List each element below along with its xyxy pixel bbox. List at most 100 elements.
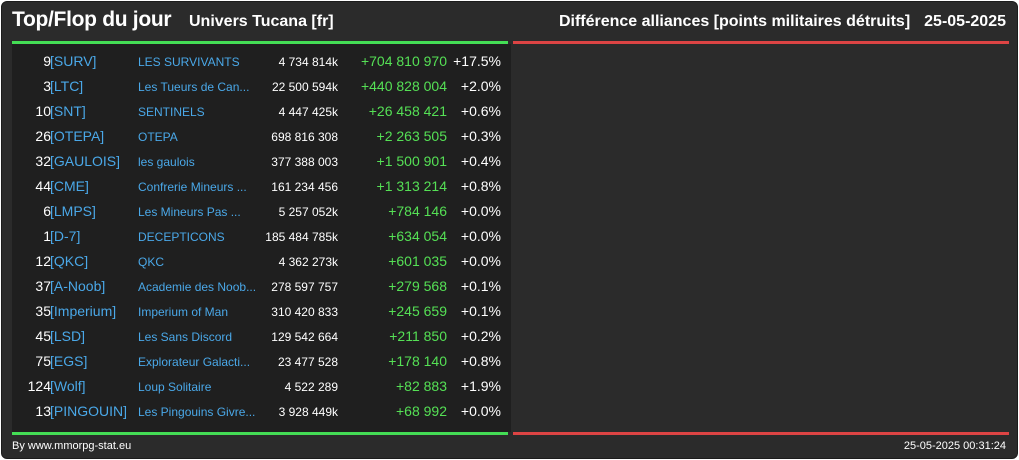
alliance-name[interactable]: OTEPA bbox=[138, 130, 178, 144]
table-row: 9 [SURV] LES SURVIVANTS 4 734 814k +704 810 … bbox=[12, 49, 511, 74]
alliance-points: 22 500 594k bbox=[271, 80, 338, 94]
points-delta: +68 992 bbox=[396, 403, 447, 419]
points-delta: +245 659 bbox=[388, 303, 447, 319]
percent-change: +0.1% bbox=[460, 303, 501, 319]
alliance-points: 4 522 289 bbox=[284, 380, 338, 394]
flop-panel bbox=[513, 44, 1009, 432]
alliance-tag[interactable]: [SNT] bbox=[50, 103, 86, 119]
table-row: 13 [PINGOUIN] Les Pingouins Givre... 3 928 … bbox=[12, 399, 511, 424]
table-row: 12 [QKC] QKC 4 362 273k +601 035 +0.0% bbox=[12, 249, 511, 274]
alliance-tag[interactable]: [LTC] bbox=[50, 78, 84, 94]
alliance-tag[interactable]: [A-Noob] bbox=[50, 278, 106, 294]
alliance-tag[interactable]: [LMPS] bbox=[50, 203, 96, 219]
alliance-name[interactable]: SENTINELS bbox=[138, 105, 205, 119]
percent-change: +17.5% bbox=[453, 53, 501, 69]
points-delta: +440 828 004 bbox=[360, 78, 447, 94]
points-delta: +82 883 bbox=[396, 378, 447, 394]
points-delta: +1 313 214 bbox=[376, 178, 447, 194]
points-delta: +1 500 901 bbox=[376, 153, 447, 169]
alliance-name[interactable]: Loup Solitaire bbox=[138, 380, 212, 394]
source-credit[interactable]: By www.mmorpg-stat.eu bbox=[12, 440, 132, 452]
alliance-rank: 45 bbox=[35, 328, 51, 344]
alliance-tag[interactable]: [QKC] bbox=[50, 253, 89, 269]
alliance-rank: 13 bbox=[35, 403, 51, 419]
alliance-points: 129 542 664 bbox=[271, 330, 338, 344]
points-delta: +2 263 505 bbox=[376, 128, 447, 144]
points-delta: +784 146 bbox=[388, 203, 447, 219]
points-delta: +704 810 970 bbox=[360, 53, 447, 69]
top-panel: 9 [SURV] LES SURVIVANTS 4 734 814k +704 810 … bbox=[12, 44, 511, 432]
percent-change: +0.3% bbox=[460, 128, 501, 144]
alliance-rank: 12 bbox=[35, 253, 51, 269]
alliance-points: 377 388 003 bbox=[271, 155, 338, 169]
header-right: Différence alliances [points militaires … bbox=[559, 13, 1006, 31]
table-row: 1 [D-7] DECEPTICONS 185 484 785k +634 054 +0.… bbox=[12, 224, 511, 249]
percent-change: +2.0% bbox=[460, 78, 501, 94]
alliance-rank: 35 bbox=[35, 303, 51, 319]
alliance-rank: 44 bbox=[35, 178, 51, 194]
alliance-name[interactable]: DECEPTICONS bbox=[138, 230, 225, 244]
percent-change: +0.2% bbox=[460, 328, 501, 344]
percent-change: +0.1% bbox=[460, 278, 501, 294]
percent-change: +0.4% bbox=[460, 153, 501, 169]
alliance-name[interactable]: Confrerie Mineurs ... bbox=[138, 180, 247, 194]
table-row: 26 [OTEPA] OTEPA 698 816 308 +2 263 505 +0.3% bbox=[12, 124, 511, 149]
table-row: 3 [LTC] Les Tueurs de Can... 22 500 594k +44… bbox=[12, 74, 511, 99]
alliance-tag[interactable]: [Imperium] bbox=[50, 303, 117, 319]
alliance-name[interactable]: QKC bbox=[138, 255, 165, 269]
table-row: 35 [Imperium] Imperium of Man 310 420 833 +2… bbox=[12, 299, 511, 324]
alliance-rank: 75 bbox=[35, 353, 51, 369]
alliance-name[interactable]: Imperium of Man bbox=[138, 305, 229, 319]
alliance-points: 698 816 308 bbox=[271, 130, 338, 144]
alliance-tag[interactable]: [EGS] bbox=[50, 353, 88, 369]
alliance-rank: 26 bbox=[35, 128, 51, 144]
top-list: 9 [SURV] LES SURVIVANTS 4 734 814k +704 810 … bbox=[12, 49, 511, 424]
points-delta: +211 850 bbox=[389, 328, 447, 344]
alliance-points: 4 734 814k bbox=[278, 55, 338, 69]
alliance-points: 161 234 456 bbox=[271, 180, 338, 194]
alliance-tag[interactable]: [OTEPA] bbox=[50, 128, 105, 144]
alliance-name[interactable]: Les Mineurs Pas ... bbox=[138, 205, 241, 219]
alliance-rank: 3 bbox=[43, 78, 51, 94]
table-row: 10 [SNT] SENTINELS 4 447 425k +26 458 421 +0.… bbox=[12, 99, 511, 124]
alliance-points: 3 928 449k bbox=[278, 405, 338, 419]
points-delta: +26 458 421 bbox=[368, 103, 447, 119]
alliance-tag[interactable]: [Wolf] bbox=[50, 378, 86, 394]
alliance-points: 278 597 757 bbox=[271, 280, 338, 294]
percent-change: +0.0% bbox=[460, 203, 501, 219]
alliance-name[interactable]: LES SURVIVANTS bbox=[138, 55, 240, 69]
alliance-points: 310 420 833 bbox=[271, 305, 338, 319]
percent-change: +0.0% bbox=[460, 403, 501, 419]
alliance-tag[interactable]: [SURV] bbox=[50, 53, 97, 69]
alliance-name[interactable]: Les Sans Discord bbox=[138, 330, 233, 344]
percent-change: +0.0% bbox=[460, 228, 501, 244]
table-row: 37 [A-Noob] Academie des Noob... 278 597 75… bbox=[12, 274, 511, 299]
alliance-points: 185 484 785k bbox=[265, 230, 338, 244]
alliance-rank: 9 bbox=[43, 53, 51, 69]
percent-change: +0.0% bbox=[460, 253, 501, 269]
alliance-tag[interactable]: [GAULOIS] bbox=[50, 153, 121, 169]
alliance-rank: 1 bbox=[43, 228, 51, 244]
alliance-name[interactable]: Academie des Noob... bbox=[138, 280, 257, 294]
alliance-name[interactable]: Les Pingouins Givre... bbox=[138, 405, 256, 419]
alliance-points: 4 447 425k bbox=[278, 105, 338, 119]
alliance-points: 4 362 273k bbox=[278, 255, 338, 269]
alliance-tag[interactable]: [PINGOUIN] bbox=[50, 403, 128, 419]
alliance-name[interactable]: Explorateur Galacti... bbox=[138, 355, 251, 369]
alliance-rank: 10 bbox=[35, 103, 51, 119]
alliance-tag[interactable]: [D-7] bbox=[50, 228, 81, 244]
table-row: 45 [LSD] Les Sans Discord 129 542 664 +211 8… bbox=[12, 324, 511, 349]
table-row: 124 [Wolf] Loup Solitaire 4 522 289 +82 883 +… bbox=[12, 374, 511, 399]
generated-timestamp: 25-05-2025 00:31:24 bbox=[903, 440, 1006, 452]
header-date: 25-05-2025 bbox=[924, 13, 1006, 30]
percent-change: +0.6% bbox=[460, 103, 501, 119]
alliance-name[interactable]: Les Tueurs de Can... bbox=[138, 80, 250, 94]
percent-change: +0.8% bbox=[460, 178, 501, 194]
alliance-tag[interactable]: [CME] bbox=[50, 178, 89, 194]
alliance-tag[interactable]: [LSD] bbox=[50, 328, 86, 344]
alliance-name[interactable]: les gaulois bbox=[138, 155, 195, 169]
top-divider bbox=[12, 41, 508, 44]
alliance-points: 23 477 528 bbox=[277, 355, 338, 369]
flop-divider-bottom bbox=[513, 432, 1009, 435]
table-row: 6 [LMPS] Les Mineurs Pas ... 5 257 052k +784… bbox=[12, 199, 511, 224]
